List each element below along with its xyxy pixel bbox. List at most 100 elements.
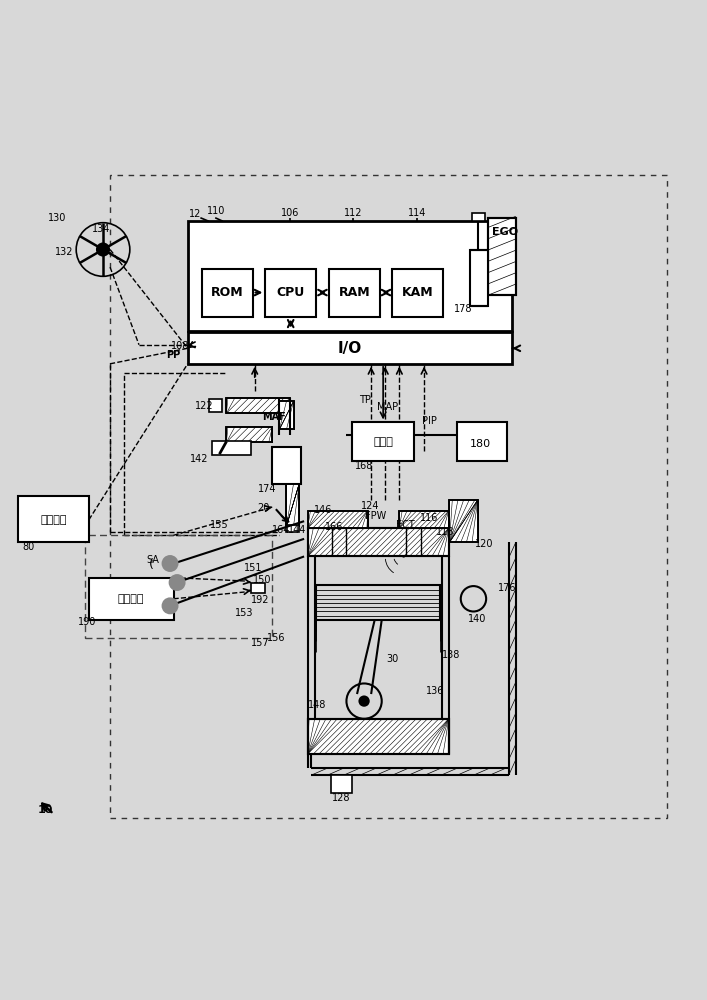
Text: 153: 153: [235, 608, 253, 618]
Text: 150: 150: [252, 575, 271, 585]
Text: PP: PP: [166, 350, 181, 360]
Text: 108: 108: [171, 341, 189, 351]
Bar: [187, 221, 513, 331]
Text: 132: 132: [55, 247, 74, 257]
Text: 178: 178: [454, 304, 472, 314]
Bar: [392, 269, 443, 317]
Bar: [308, 528, 449, 556]
Text: 30: 30: [386, 654, 399, 664]
Text: 106: 106: [281, 208, 299, 218]
Circle shape: [162, 597, 178, 614]
Text: 驱动器: 驱动器: [373, 437, 393, 447]
Text: 151: 151: [244, 563, 262, 573]
Bar: [18, 496, 89, 542]
Bar: [331, 775, 352, 793]
Text: 138: 138: [442, 650, 460, 660]
Text: 114: 114: [408, 208, 426, 218]
Bar: [89, 578, 174, 620]
Text: ROM: ROM: [211, 286, 243, 299]
Text: (: (: [149, 558, 154, 571]
Circle shape: [169, 574, 185, 591]
Bar: [226, 398, 290, 413]
Bar: [457, 422, 508, 461]
Text: TP: TP: [359, 395, 370, 405]
Bar: [251, 583, 265, 593]
Text: RAM: RAM: [339, 286, 370, 299]
Bar: [329, 269, 380, 317]
Bar: [86, 535, 272, 638]
Text: 144: 144: [288, 525, 306, 535]
Bar: [226, 427, 272, 442]
Bar: [286, 525, 299, 532]
Text: 168: 168: [355, 461, 373, 471]
Text: 166: 166: [325, 522, 344, 532]
Bar: [286, 484, 299, 526]
Circle shape: [96, 242, 110, 257]
Text: 136: 136: [426, 686, 444, 696]
Text: MAF: MAF: [262, 412, 286, 422]
Bar: [352, 422, 414, 461]
Circle shape: [162, 555, 178, 572]
Bar: [399, 511, 449, 528]
Bar: [201, 269, 252, 317]
Text: FPW: FPW: [366, 511, 387, 521]
Text: 134: 134: [92, 224, 110, 234]
Bar: [308, 719, 449, 754]
Bar: [470, 250, 488, 306]
Text: 20: 20: [257, 503, 269, 513]
Text: 110: 110: [206, 206, 225, 216]
Text: ECT: ECT: [396, 520, 414, 530]
Text: 80: 80: [23, 542, 35, 552]
Text: 116: 116: [420, 513, 438, 523]
Bar: [450, 500, 478, 542]
Text: 10: 10: [37, 805, 53, 815]
Text: 180: 180: [470, 439, 491, 449]
Text: I/O: I/O: [338, 341, 362, 356]
Bar: [209, 399, 221, 412]
Text: 燃料系统: 燃料系统: [40, 515, 67, 525]
Text: 130: 130: [48, 213, 66, 223]
Text: 140: 140: [468, 614, 486, 624]
Bar: [110, 175, 667, 818]
Bar: [316, 585, 440, 620]
Text: 112: 112: [344, 208, 363, 218]
Text: 190: 190: [78, 617, 96, 627]
Text: CPU: CPU: [276, 286, 305, 299]
Bar: [187, 332, 513, 364]
Bar: [286, 484, 299, 526]
Bar: [226, 427, 272, 442]
Bar: [265, 269, 316, 317]
Bar: [450, 500, 478, 542]
Text: 点火系统: 点火系统: [118, 594, 144, 604]
Bar: [272, 447, 300, 484]
Bar: [472, 213, 485, 221]
Text: EGO: EGO: [492, 227, 518, 237]
Bar: [488, 218, 516, 295]
Bar: [212, 441, 251, 455]
Bar: [279, 401, 293, 429]
Bar: [279, 401, 293, 429]
Text: 118: 118: [436, 527, 455, 537]
Text: 142: 142: [190, 454, 209, 464]
Text: 155: 155: [210, 520, 229, 530]
Text: 192: 192: [251, 595, 269, 605]
Text: 174: 174: [257, 484, 276, 494]
Text: 157: 157: [251, 638, 269, 648]
Text: 124: 124: [361, 501, 379, 511]
Bar: [308, 528, 449, 556]
Text: 156: 156: [267, 633, 285, 643]
Text: 146: 146: [314, 505, 332, 515]
Text: MAP: MAP: [377, 402, 398, 412]
Text: 12: 12: [189, 209, 201, 219]
Bar: [226, 398, 290, 413]
Text: SA: SA: [146, 555, 159, 565]
Text: 176: 176: [498, 583, 517, 593]
Text: 164: 164: [272, 525, 291, 535]
Text: 148: 148: [308, 700, 326, 710]
Circle shape: [358, 695, 370, 707]
Text: 120: 120: [475, 539, 493, 549]
Bar: [308, 511, 368, 528]
Text: PIP: PIP: [421, 416, 436, 426]
Text: KAM: KAM: [402, 286, 433, 299]
Bar: [488, 218, 516, 295]
